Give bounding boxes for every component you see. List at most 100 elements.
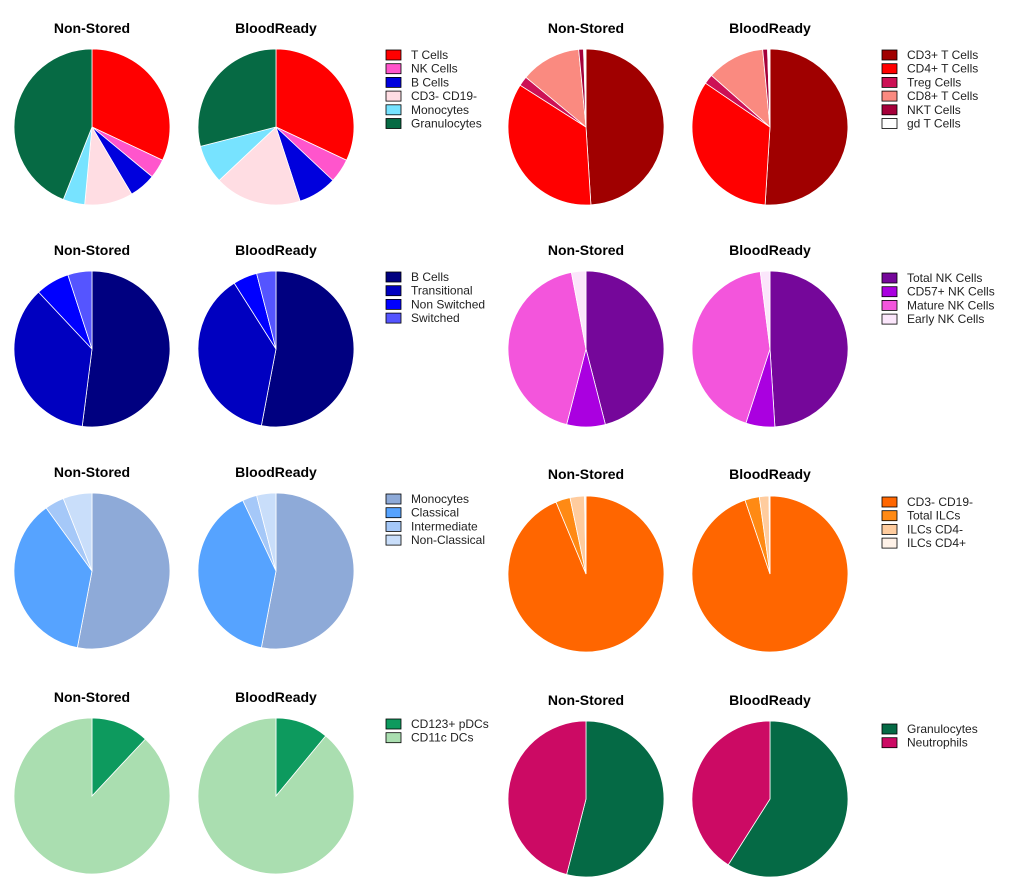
legend-label-t-cells: T Cells xyxy=(411,48,448,62)
pie-slice-non-stored-transitional xyxy=(13,291,93,427)
pie-title-bloodready: BloodReady xyxy=(235,464,317,480)
legend-label-nkt-cells: NKT Cells xyxy=(907,103,961,117)
legend-label-granulocytes: Granulocytes xyxy=(907,722,978,736)
pie-title-bloodready: BloodReady xyxy=(235,689,317,705)
pie-slice-non-stored-monocytes xyxy=(76,492,171,650)
legend-label-intermediate: Intermediate xyxy=(411,519,478,533)
legend-swatch-mature-nk-cells xyxy=(881,299,898,311)
pie-slice-non-stored-neutrophils xyxy=(507,720,587,876)
pie-slice-non-stored-b-cells xyxy=(81,270,171,428)
legend-swatch-b-cells xyxy=(385,77,402,88)
pie-title-non-stored: Non-Stored xyxy=(54,464,130,480)
pie-slice-non-stored-switched xyxy=(67,270,93,350)
legend-swatch-classical xyxy=(385,507,402,519)
legend-swatch-monocytes xyxy=(385,493,402,505)
pie-title-non-stored: Non-Stored xyxy=(548,466,624,482)
pie-title-non-stored: Non-Stored xyxy=(548,242,624,258)
legend-swatch-cd11c-dcs xyxy=(385,732,402,744)
pie-slice-bloodready-early-nk-cells xyxy=(759,270,771,350)
pie-slice-non-stored-early-nk-cells xyxy=(570,270,587,350)
legend-swatch-monocytes xyxy=(385,104,402,116)
legend-swatch-treg-cells xyxy=(881,77,898,88)
legend-swatch-nk-cells xyxy=(385,63,402,75)
pie-chart-group-8: Non-Stored BloodReady GranulocytesNeutroph… xyxy=(507,692,978,878)
pie-slice-bloodready-mature-nk-cells xyxy=(691,271,771,424)
pie-slice-bloodready-cd4-t-cells xyxy=(691,82,771,206)
pie-title-bloodready: BloodReady xyxy=(235,242,317,258)
pie-title-bloodready: BloodReady xyxy=(235,20,317,36)
legend-label-cd3-cd19: CD3- CD19- xyxy=(411,89,477,103)
legend-label-cd123-pdcs: CD123+ pDCs xyxy=(411,717,489,731)
legend-label-total-nk-cells: Total NK Cells xyxy=(907,271,982,285)
pie-chart-group-5: Non-Stored BloodReady MonocytesClassicalIn… xyxy=(13,464,485,650)
legend-label-neutrophils: Neutrophils xyxy=(907,736,968,750)
pie-slice-non-stored-t-cells xyxy=(91,48,171,161)
pie-slice-non-stored-cd8-t-cells xyxy=(525,48,587,128)
pie-slice-bloodready-neutrophils xyxy=(691,720,771,866)
pie-slice-bloodready-cd11c-dcs xyxy=(197,717,355,875)
legend-label-cd8-t-cells: CD8+ T Cells xyxy=(907,89,978,103)
pie-chart-group-4: Non-Stored BloodReady Total NK CellsCD57+ … xyxy=(507,242,995,428)
pie-title-non-stored: Non-Stored xyxy=(54,20,130,36)
pie-slice-non-stored-ilcs-cd4 xyxy=(584,495,587,575)
legend-swatch-ilcs-cd4 xyxy=(881,537,898,549)
legend-label-nk-cells: NK Cells xyxy=(411,62,458,76)
pie-slice-bloodready-cd3-t-cells xyxy=(764,48,849,206)
pie-title-bloodready: BloodReady xyxy=(729,692,811,708)
legend-swatch-granulocytes xyxy=(385,118,402,129)
pie-slice-non-stored-classical xyxy=(13,507,93,649)
pie-title-non-stored: Non-Stored xyxy=(548,692,624,708)
pie-slice-bloodready-t-cells xyxy=(275,48,355,161)
legend-swatch-cd3-cd19 xyxy=(881,496,898,508)
pie-slice-non-stored-total-nk-cells xyxy=(585,270,665,426)
legend-swatch-cd3-t-cells xyxy=(881,49,898,61)
legend-swatch-non-switched xyxy=(385,298,402,310)
pie-slice-non-stored-granulocytes xyxy=(566,720,665,878)
legend-swatch-t-cells xyxy=(385,49,402,61)
legend-swatch-early-nk-cells xyxy=(881,313,898,325)
pie-title-bloodready: BloodReady xyxy=(729,242,811,258)
pie-slice-non-stored-cd4-t-cells xyxy=(507,84,592,206)
legend-label-monocytes: Monocytes xyxy=(411,492,469,506)
pie-slice-bloodready-gd-t-cells xyxy=(767,48,771,128)
pie-slice-bloodready-ilcs-cd4 xyxy=(768,495,771,575)
legend-swatch-neutrophils xyxy=(881,737,898,749)
pie-slice-non-stored-gd-t-cells xyxy=(583,48,587,128)
legend-swatch-total-ilcs xyxy=(881,510,898,522)
legend-swatch-gd-t-cells xyxy=(881,118,898,129)
pie-slice-non-stored-non-classical xyxy=(62,492,93,572)
legend-label-ilcs-cd4: ILCs CD4+ xyxy=(907,536,966,550)
legend-swatch-cd57-nk-cells xyxy=(881,286,898,298)
legend-label-cd3-t-cells: CD3+ T Cells xyxy=(907,48,978,62)
pie-slice-bloodready-total-nk-cells xyxy=(769,270,849,428)
legend-label-b-cells: B Cells xyxy=(411,75,449,89)
legend-swatch-cd8-t-cells xyxy=(881,90,898,102)
legend-swatch-nkt-cells xyxy=(881,104,898,116)
legend-swatch-intermediate xyxy=(385,521,402,532)
pie-slice-bloodready-b-cells xyxy=(260,270,355,428)
legend-label-classical: Classical xyxy=(411,506,459,520)
legend-label-cd4-t-cells: CD4+ T Cells xyxy=(907,62,978,76)
legend-label-non-classical: Non-Classical xyxy=(411,533,485,547)
pie-title-non-stored: Non-Stored xyxy=(54,242,130,258)
legend-swatch-granulocytes xyxy=(881,723,898,735)
legend-label-ilcs-cd4: ILCs CD4- xyxy=(907,522,963,536)
legend-swatch-cd123-pdcs xyxy=(385,718,402,730)
legend-swatch-total-nk-cells xyxy=(881,272,898,284)
legend-swatch-cd3-cd19 xyxy=(385,90,402,102)
legend-label-transitional: Transitional xyxy=(411,284,473,298)
legend-label-total-ilcs: Total ILCs xyxy=(907,509,960,523)
legend-swatch-transitional xyxy=(385,285,402,297)
legend-swatch-non-classical xyxy=(385,534,402,546)
legend-label-non-switched: Non Switched xyxy=(411,297,485,311)
pie-slice-non-stored-cd11c-dcs xyxy=(13,717,171,875)
pie-slice-bloodready-switched xyxy=(256,270,277,350)
pie-slice-bloodready-granulocytes xyxy=(197,48,277,147)
pie-title-non-stored: Non-Stored xyxy=(548,20,624,36)
legend-label-cd57-nk-cells: CD57+ NK Cells xyxy=(907,285,995,299)
legend-swatch-b-cells xyxy=(385,271,402,283)
legend-swatch-cd4-t-cells xyxy=(881,63,898,75)
